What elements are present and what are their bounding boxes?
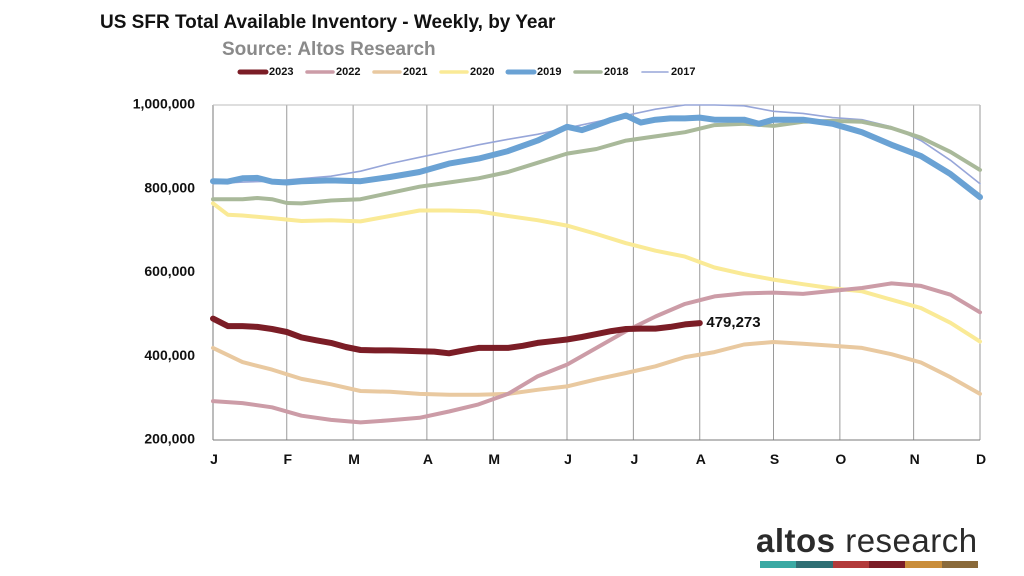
logo-bar-segment-2 — [832, 561, 869, 568]
current-value-annotation: 479,273 — [706, 314, 760, 331]
chart-legend: 2023 2022 2021 2020 2019 2018 2017 — [237, 66, 695, 78]
legend-label-2020: 2020 — [470, 66, 494, 78]
altos-research-logo: altos research — [756, 522, 978, 560]
logo-bar-segment-1 — [796, 561, 833, 568]
y-tick-label-3: 800,000 — [144, 179, 195, 195]
chart-title: US SFR Total Available Inventory - Weekl… — [100, 12, 556, 33]
x-tick-label-4: M — [488, 451, 500, 467]
legend-item-2021: 2021 — [372, 66, 427, 78]
legend-item-2023: 2023 — [237, 66, 293, 78]
y-tick-label-4: 1,000,000 — [133, 96, 195, 112]
legend-label-2018: 2018 — [604, 66, 628, 78]
legend-item-2022: 2022 — [305, 66, 360, 78]
series-line-2023 — [210, 315, 703, 357]
chart-series — [210, 104, 983, 425]
y-tick-label-2: 600,000 — [144, 263, 195, 279]
legend-label-2021: 2021 — [403, 66, 427, 78]
logo-word-research: research — [835, 522, 978, 559]
legend-item-2018: 2018 — [573, 66, 628, 78]
logo-bar-segment-5 — [941, 561, 978, 568]
x-tick-label-9: O — [835, 451, 846, 467]
legend-label-2022: 2022 — [336, 66, 360, 78]
x-tick-label-10: N — [910, 451, 920, 467]
x-tick-label-3: A — [423, 451, 433, 467]
x-tick-label-8: S — [770, 451, 779, 467]
legend-label-2017: 2017 — [671, 66, 695, 78]
y-tick-label-0: 200,000 — [144, 431, 195, 447]
x-tick-label-6: J — [630, 451, 638, 467]
logo-bar-segment-4 — [905, 561, 942, 568]
x-tick-label-0: J — [210, 451, 218, 467]
chart-grid — [212, 104, 981, 441]
logo-word-altos: altos — [756, 522, 836, 559]
chart-subtitle: Source: Altos Research — [222, 39, 436, 60]
x-tick-label-1: F — [283, 451, 292, 467]
legend-item-2017: 2017 — [641, 66, 695, 78]
series-line-2020 — [211, 201, 982, 344]
series-line-2018 — [211, 118, 982, 206]
x-tick-label-11: D — [976, 451, 986, 467]
logo-bar-segment-0 — [760, 561, 797, 568]
legend-item-2019: 2019 — [505, 66, 561, 78]
x-tick-label-2: M — [348, 451, 360, 467]
series-line-2017 — [212, 104, 981, 185]
x-tick-label-5: J — [564, 451, 572, 467]
legend-item-2020: 2020 — [439, 66, 494, 78]
series-line-2021 — [211, 340, 982, 397]
series-line-2019 — [210, 112, 983, 201]
logo-color-bar — [760, 561, 978, 568]
legend-label-2019: 2019 — [537, 66, 561, 78]
y-axis-ticks: 200,000 400,000 600,000 800,000 1,000,000 — [133, 96, 196, 447]
legend-label-2023: 2023 — [269, 66, 293, 78]
logo-bar-segment-3 — [868, 561, 906, 568]
y-tick-label-1: 400,000 — [144, 347, 195, 363]
x-tick-label-7: A — [696, 451, 706, 467]
series-line-2022 — [211, 281, 982, 425]
